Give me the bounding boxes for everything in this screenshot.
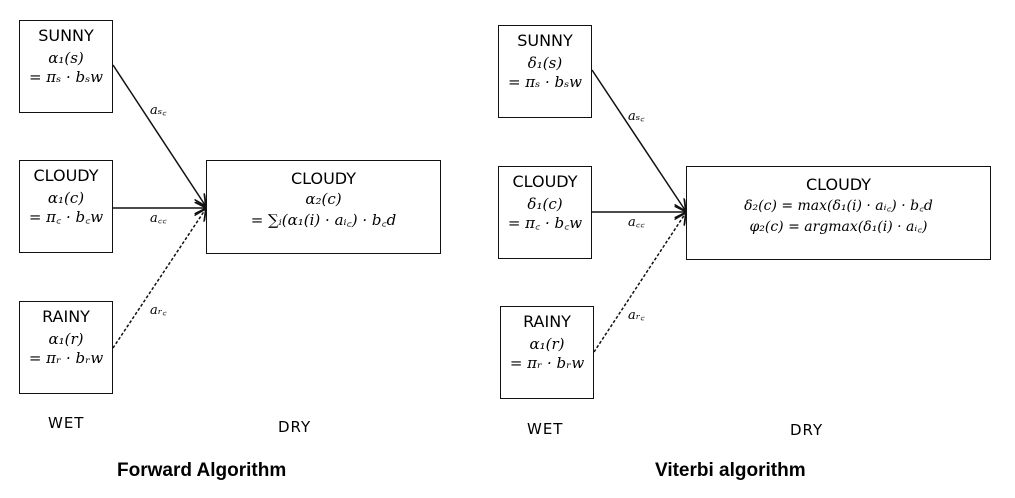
viterbi-target-title: CLOUDY (805, 175, 872, 194)
forward-target-alpha: α₂(c) (305, 190, 342, 208)
viterbi-cloudy-left-init: = π꜀ · b꜀w (507, 214, 583, 232)
forward-sunny-title: SUNNY (38, 26, 94, 45)
viterbi-wet-label: WET (527, 420, 564, 438)
viterbi-rainy-init: = πᵣ · bᵣw (509, 354, 585, 372)
forward-edge-label-asc: aₛ꜀ (150, 103, 167, 118)
forward-cloudy-left-title: CLOUDY (33, 166, 99, 185)
forward-sunny-box: SUNNY α₁(s) = πₛ · bₛw (19, 20, 113, 113)
viterbi-target-box: CLOUDY δ₂(c) = max(δ₁(i) · aᵢ꜀) · b꜀d φ₂… (686, 166, 991, 260)
viterbi-sunny-init: = πₛ · bₛw (507, 73, 583, 91)
forward-rainy-box: RAINY α₁(r) = πᵣ · bᵣw (19, 301, 113, 394)
forward-edge-rainy (112, 210, 205, 349)
viterbi-cloudy-left-box: CLOUDY δ₁(c) = π꜀ · b꜀w (498, 166, 592, 259)
forward-rainy-title: RAINY (42, 307, 90, 326)
viterbi-sunny-delta: δ₁(s) (527, 54, 563, 72)
viterbi-caption: Viterbi algorithm (655, 460, 806, 481)
forward-caption: Forward Algorithm (117, 460, 287, 481)
forward-sunny-init: = πₛ · bₛw (28, 68, 104, 86)
viterbi-edge-sunny (591, 69, 685, 210)
forward-wet-label: WET (48, 414, 85, 432)
forward-rainy-alpha: α₁(r) (48, 330, 84, 348)
forward-target-title: CLOUDY (290, 169, 357, 188)
viterbi-sunny-box: SUNNY δ₁(s) = πₛ · bₛw (498, 25, 592, 118)
viterbi-dry-label: DRY (790, 421, 824, 439)
forward-edge-sunny (112, 64, 205, 205)
viterbi-cloudy-left-delta: δ₁(c) (527, 195, 563, 213)
forward-rainy-init: = πᵣ · bᵣw (28, 349, 104, 367)
viterbi-rainy-box: RAINY α₁(r) = πᵣ · bᵣw (500, 306, 594, 399)
viterbi-edge-rainy (593, 214, 685, 353)
forward-dry-label: DRY (278, 418, 312, 436)
forward-edge-label-arc: aᵣ꜀ (150, 303, 167, 318)
viterbi-cloudy-left-title: CLOUDY (512, 172, 578, 191)
forward-target-box: CLOUDY α₂(c) = ∑ᵢ(α₁(i) · aᵢ꜀) · b꜀d (206, 160, 441, 254)
forward-cloudy-left-init: = π꜀ · b꜀w (28, 208, 104, 226)
viterbi-rainy-title: RAINY (523, 312, 571, 331)
viterbi-edge-label-asc: aₛ꜀ (628, 109, 645, 124)
forward-sunny-alpha: α₁(s) (48, 49, 84, 67)
viterbi-edge-label-arc: aᵣ꜀ (628, 308, 645, 323)
forward-cloudy-left-alpha: α₁(c) (47, 189, 85, 207)
viterbi-target-delta: δ₂(c) = max(δ₁(i) · aᵢ꜀) · b꜀d (744, 198, 933, 214)
viterbi-rainy-alpha: α₁(r) (529, 335, 565, 353)
forward-cloudy-left-box: CLOUDY α₁(c) = π꜀ · b꜀w (19, 160, 113, 253)
forward-target-formula: = ∑ᵢ(α₁(i) · aᵢ꜀) · b꜀d (250, 211, 397, 229)
forward-edge-label-acc: a꜀꜀ (150, 211, 167, 226)
viterbi-sunny-title: SUNNY (517, 31, 573, 50)
viterbi-edge-label-acc: a꜀꜀ (628, 215, 645, 230)
viterbi-target-phi: φ₂(c) = argmax(δ₁(i) · aᵢ꜀) (749, 219, 928, 235)
